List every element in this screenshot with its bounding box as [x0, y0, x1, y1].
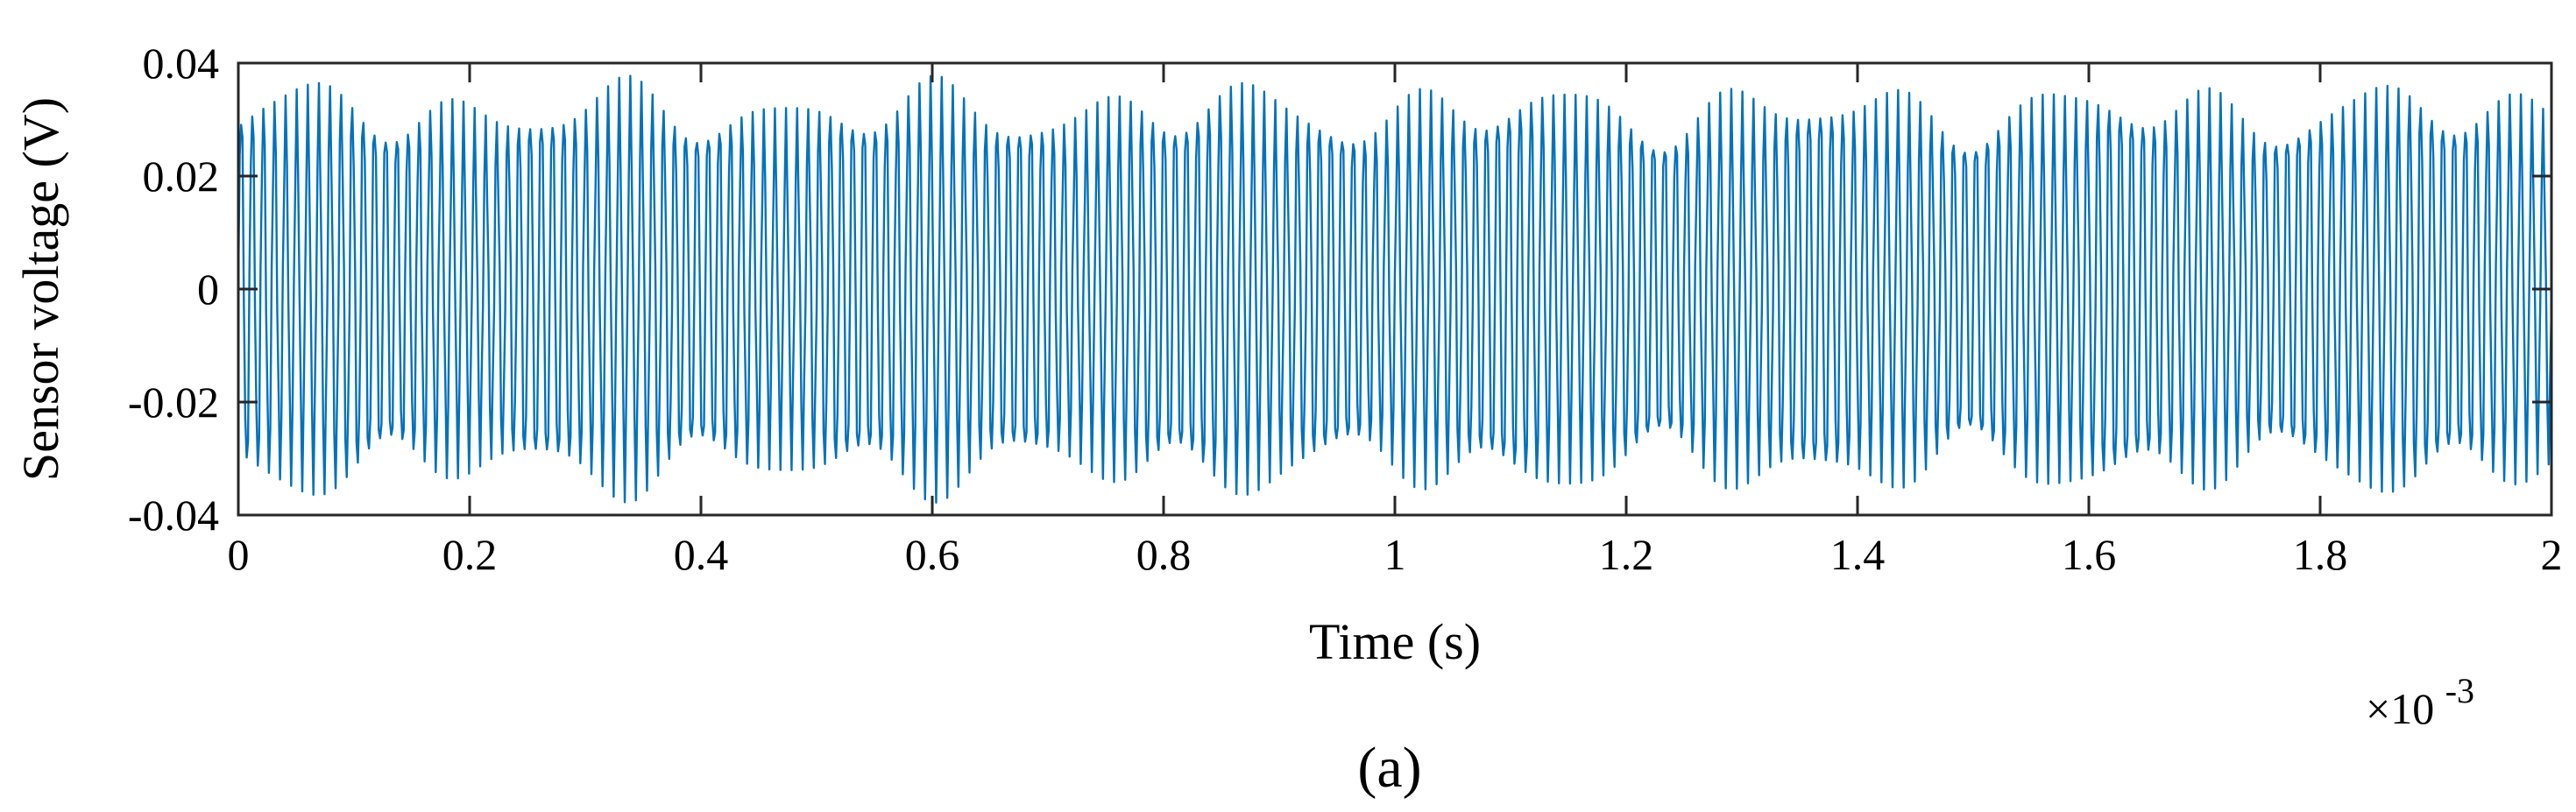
y-axis-label: Sensor voltage (V)	[12, 97, 69, 481]
y-tick-label: 0.02	[143, 152, 220, 201]
y-tick-label: 0	[197, 265, 219, 314]
series-line-0	[237, 74, 2553, 504]
y-tick-label: -0.02	[128, 378, 219, 427]
x-tick-label: 1.2	[1599, 530, 1654, 579]
x-tick-label: 1.8	[2293, 530, 2348, 579]
x-tick-label: 1.4	[1830, 530, 1886, 579]
series-layer	[237, 74, 2553, 504]
x-tick-label: 1	[1384, 530, 1406, 579]
x-tick-label: 0.4	[674, 530, 729, 579]
y-tick-label: 0.04	[143, 39, 220, 88]
x-axis-exponent-label: ×10 -3	[2366, 671, 2474, 733]
x-tick-label: 0.8	[1136, 530, 1192, 579]
labels: Sensor voltage (V) Time (s) ×10 -3 (a)	[12, 97, 2474, 800]
x-tick-label: 0	[228, 530, 250, 579]
x-tick-label: 1.6	[2062, 530, 2117, 579]
x-exponent-power: -3	[2445, 671, 2474, 710]
x-tick-label: 0.6	[905, 530, 960, 579]
y-tick-label: -0.04	[128, 491, 219, 540]
panel-label: (a)	[1357, 736, 1421, 800]
x-tick-label: 0.2	[442, 530, 498, 579]
x-axis-label: Time (s)	[1309, 613, 1481, 670]
axes: 0 0.2 0.4 0.6 0.8 1 1.2 1.4 1.6 1.8 2 -0.04 -0.02 0 0.…	[128, 39, 2563, 579]
x-tick-label: 2	[2541, 530, 2563, 579]
x-exponent-base: ×10	[2366, 684, 2434, 733]
